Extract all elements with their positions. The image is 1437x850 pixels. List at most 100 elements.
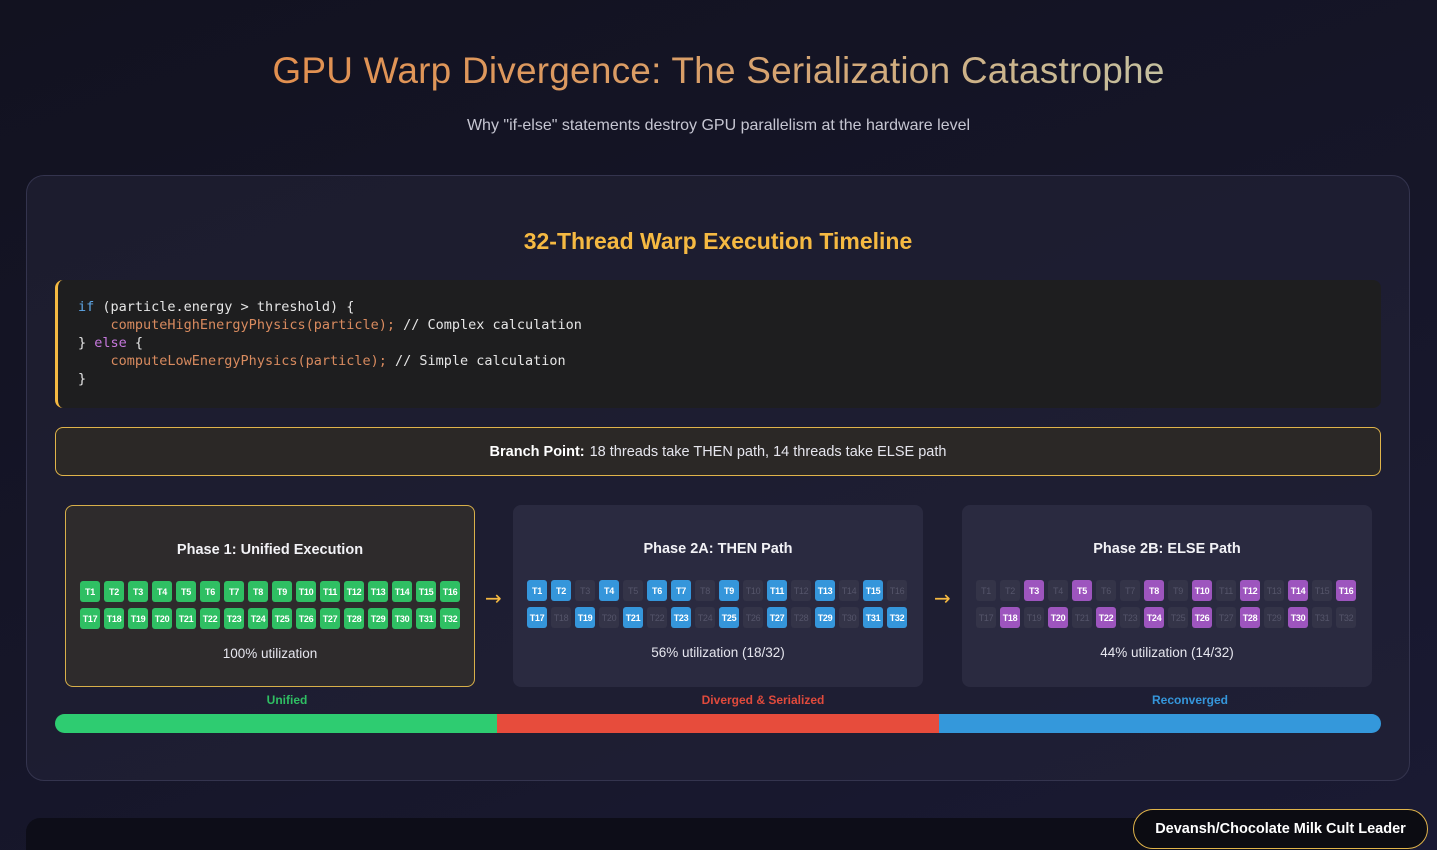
thread-cell: T6 bbox=[200, 581, 220, 602]
thread-cell: T16 bbox=[440, 581, 460, 602]
code-comment-simple: // Simple calculation bbox=[386, 353, 566, 369]
phase-title: Phase 2A: THEN Path bbox=[643, 541, 793, 557]
thread-cell: T16 bbox=[887, 580, 907, 601]
thread-cell: T27 bbox=[320, 608, 340, 629]
thread-cell: T18 bbox=[1000, 607, 1020, 628]
thread-cell: T9 bbox=[719, 580, 739, 601]
thread-cell: T13 bbox=[1264, 580, 1284, 601]
thread-cell: T27 bbox=[767, 607, 787, 628]
branch-point-banner: Branch Point: 18 threads take THEN path,… bbox=[55, 427, 1381, 476]
thread-cell: T1 bbox=[976, 580, 996, 601]
timeline-label-unified: Unified bbox=[266, 693, 308, 707]
thread-cell: T7 bbox=[671, 580, 691, 601]
utilization-label: 100% utilization bbox=[222, 646, 318, 661]
thread-cell: T21 bbox=[176, 608, 196, 629]
thread-cell: T1 bbox=[80, 581, 100, 602]
code-block: if (particle.energy > threshold) { compu… bbox=[55, 280, 1381, 408]
thread-cell: T30 bbox=[392, 608, 412, 629]
author-credit-badge: Devansh/Chocolate Milk Cult Leader bbox=[1133, 809, 1428, 849]
thread-cell: T15 bbox=[863, 580, 883, 601]
thread-cell: T12 bbox=[791, 580, 811, 601]
thread-cell: T7 bbox=[224, 581, 244, 602]
phase-2a-card: Phase 2A: THEN Path T1 T2 T3 T4 T5 T6 T7 T8 T9 T1… bbox=[513, 505, 923, 687]
thread-grid: T1 T2 T3 T4 T5 T6 T7 T8 T9 T10 T11 T12 T13 T14 T15 T16 T… bbox=[976, 580, 1360, 628]
thread-cell: T6 bbox=[647, 580, 667, 601]
phase-2b-card: Phase 2B: ELSE Path T1 T2 T3 T4 T5 T6 T7 T8 T9 T1… bbox=[962, 505, 1372, 687]
phase-title: Phase 1: Unified Execution bbox=[176, 542, 364, 558]
phase-title: Phase 2B: ELSE Path bbox=[1093, 541, 1241, 557]
thread-cell: T10 bbox=[743, 580, 763, 601]
thread-cell: T14 bbox=[839, 580, 859, 601]
thread-cell: T25 bbox=[719, 607, 739, 628]
thread-cell: T17 bbox=[80, 608, 100, 629]
thread-cell: T5 bbox=[1072, 580, 1092, 601]
thread-cell: T8 bbox=[695, 580, 715, 601]
thread-cell: T31 bbox=[1312, 607, 1332, 628]
thread-cell: T4 bbox=[599, 580, 619, 601]
thread-cell: T2 bbox=[104, 581, 124, 602]
code-call-low-energy: computeLowEnergyPhysics(particle); bbox=[110, 353, 387, 369]
thread-cell: T13 bbox=[368, 581, 388, 602]
thread-cell: T20 bbox=[599, 607, 619, 628]
thread-cell: T8 bbox=[248, 581, 268, 602]
thread-cell: T28 bbox=[1240, 607, 1260, 628]
thread-grid: T1 T2 T3 T4 T5 T6 T7 T8 T9 T10 T11 T12 T13 T14 T15 T16 T… bbox=[80, 581, 464, 629]
thread-cell: T29 bbox=[368, 608, 388, 629]
thread-cell: T26 bbox=[743, 607, 763, 628]
thread-cell: T29 bbox=[815, 607, 835, 628]
thread-cell: T21 bbox=[623, 607, 643, 628]
timeline-segment-diverged bbox=[497, 714, 939, 733]
thread-cell: T22 bbox=[647, 607, 667, 628]
thread-cell: T25 bbox=[1168, 607, 1188, 628]
code-call-high-energy: computeHighEnergyPhysics(particle); bbox=[110, 317, 395, 333]
timeline-bar bbox=[55, 714, 1381, 733]
thread-cell: T32 bbox=[887, 607, 907, 628]
thread-cell: T31 bbox=[863, 607, 883, 628]
arrow-right-icon: → bbox=[934, 586, 951, 610]
code-closing-brace: } bbox=[78, 371, 87, 387]
thread-cell: T11 bbox=[1216, 580, 1236, 601]
thread-cell: T19 bbox=[1024, 607, 1044, 628]
thread-cell: T3 bbox=[1024, 580, 1044, 601]
thread-cell: T19 bbox=[128, 608, 148, 629]
thread-cell: T2 bbox=[1000, 580, 1020, 601]
thread-cell: T26 bbox=[296, 608, 316, 629]
thread-cell: T9 bbox=[1168, 580, 1188, 601]
thread-cell: T25 bbox=[272, 608, 292, 629]
thread-cell: T24 bbox=[248, 608, 268, 629]
thread-cell: T28 bbox=[344, 608, 364, 629]
thread-grid: T1 T2 T3 T4 T5 T6 T7 T8 T9 T10 T11 T12 T13 T14 T15 T16 T… bbox=[527, 580, 911, 628]
thread-cell: T19 bbox=[575, 607, 595, 628]
thread-cell: T30 bbox=[839, 607, 859, 628]
code-line-3: { bbox=[126, 335, 144, 351]
thread-cell: T14 bbox=[1288, 580, 1308, 601]
thread-cell: T11 bbox=[320, 581, 340, 602]
thread-cell: T6 bbox=[1096, 580, 1116, 601]
thread-cell: T10 bbox=[296, 581, 316, 602]
panel-title: 32-Thread Warp Execution Timeline bbox=[523, 228, 913, 254]
thread-cell: T28 bbox=[791, 607, 811, 628]
thread-cell: T4 bbox=[152, 581, 172, 602]
thread-cell: T16 bbox=[1336, 580, 1356, 601]
thread-cell: T23 bbox=[224, 608, 244, 629]
thread-cell: T8 bbox=[1144, 580, 1164, 601]
phase-1-card: Phase 1: Unified Execution T1 T2 T3 T4 T5 T6 T… bbox=[65, 505, 475, 687]
thread-cell: T10 bbox=[1192, 580, 1212, 601]
thread-cell: T4 bbox=[1048, 580, 1068, 601]
utilization-label: 44% utilization (14/32) bbox=[1100, 645, 1234, 660]
thread-cell: T13 bbox=[815, 580, 835, 601]
thread-cell: T18 bbox=[104, 608, 124, 629]
thread-cell: T23 bbox=[671, 607, 691, 628]
thread-cell: T21 bbox=[1072, 607, 1092, 628]
code-line-1: (particle.energy > threshold) { bbox=[94, 299, 355, 315]
thread-cell: T3 bbox=[128, 581, 148, 602]
thread-cell: T29 bbox=[1264, 607, 1284, 628]
branch-point-label: Branch Point: bbox=[489, 443, 585, 460]
thread-cell: T24 bbox=[695, 607, 715, 628]
thread-cell: T32 bbox=[1336, 607, 1356, 628]
thread-cell: T24 bbox=[1144, 607, 1164, 628]
page-title: GPU Warp Divergence: The Serialization C… bbox=[0, 50, 1437, 92]
thread-cell: T2 bbox=[551, 580, 571, 601]
thread-cell: T17 bbox=[527, 607, 547, 628]
